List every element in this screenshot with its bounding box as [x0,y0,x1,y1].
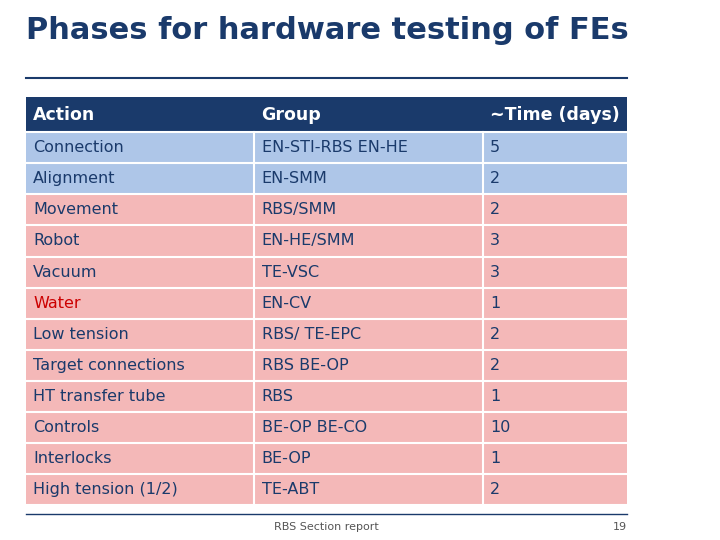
Text: BE-OP: BE-OP [261,451,311,466]
Text: Movement: Movement [33,202,118,218]
Text: Low tension: Low tension [33,327,129,342]
Text: EN-SMM: EN-SMM [261,171,328,186]
Text: Water: Water [33,295,81,310]
FancyBboxPatch shape [482,412,627,443]
FancyBboxPatch shape [254,256,482,287]
FancyBboxPatch shape [482,381,627,412]
Text: Target connections: Target connections [33,357,185,373]
Text: 10: 10 [490,420,510,435]
FancyBboxPatch shape [254,443,482,474]
FancyBboxPatch shape [26,164,254,194]
Text: Connection: Connection [33,140,124,156]
FancyBboxPatch shape [26,412,254,443]
Text: Robot: Robot [33,233,80,248]
Text: Phases for hardware testing of FEs: Phases for hardware testing of FEs [26,16,629,45]
FancyBboxPatch shape [482,226,627,256]
Text: EN-HE/SMM: EN-HE/SMM [261,233,355,248]
Text: 2: 2 [490,482,500,497]
Text: Interlocks: Interlocks [33,451,112,466]
FancyBboxPatch shape [26,256,254,287]
FancyBboxPatch shape [26,132,254,164]
FancyBboxPatch shape [482,474,627,505]
Text: Alignment: Alignment [33,171,116,186]
Text: BE-OP BE-CO: BE-OP BE-CO [261,420,366,435]
Text: High tension (1/2): High tension (1/2) [33,482,178,497]
Text: 3: 3 [490,265,500,280]
Text: EN-CV: EN-CV [261,295,312,310]
Text: Vacuum: Vacuum [33,265,98,280]
FancyBboxPatch shape [482,256,627,287]
FancyBboxPatch shape [254,350,482,381]
FancyBboxPatch shape [254,287,482,319]
Text: 2: 2 [490,171,500,186]
Text: RBS Section report: RBS Section report [274,522,379,531]
FancyBboxPatch shape [26,443,254,474]
FancyBboxPatch shape [26,474,254,505]
Text: EN-STI-RBS EN-HE: EN-STI-RBS EN-HE [261,140,408,156]
FancyBboxPatch shape [482,350,627,381]
Text: 2: 2 [490,357,500,373]
Text: Action: Action [33,106,96,124]
FancyBboxPatch shape [26,381,254,412]
Text: TE-ABT: TE-ABT [261,482,319,497]
FancyBboxPatch shape [26,97,254,132]
FancyBboxPatch shape [254,474,482,505]
FancyBboxPatch shape [254,97,482,132]
FancyBboxPatch shape [482,132,627,164]
FancyBboxPatch shape [26,194,254,226]
FancyBboxPatch shape [482,319,627,350]
FancyBboxPatch shape [254,319,482,350]
FancyBboxPatch shape [26,226,254,256]
Text: TE-VSC: TE-VSC [261,265,319,280]
Text: ~Time (days): ~Time (days) [490,106,620,124]
Text: 1: 1 [490,389,500,404]
Text: RBS/ TE-EPC: RBS/ TE-EPC [261,327,361,342]
FancyBboxPatch shape [26,319,254,350]
Text: HT transfer tube: HT transfer tube [33,389,166,404]
FancyBboxPatch shape [254,132,482,164]
FancyBboxPatch shape [254,412,482,443]
FancyBboxPatch shape [482,164,627,194]
FancyBboxPatch shape [254,194,482,226]
Text: 1: 1 [490,451,500,466]
FancyBboxPatch shape [254,226,482,256]
FancyBboxPatch shape [26,350,254,381]
Text: 1: 1 [490,295,500,310]
Text: RBS: RBS [261,389,294,404]
FancyBboxPatch shape [482,287,627,319]
Text: 2: 2 [490,202,500,218]
Text: 5: 5 [490,140,500,156]
FancyBboxPatch shape [26,287,254,319]
FancyBboxPatch shape [482,443,627,474]
Text: RBS BE-OP: RBS BE-OP [261,357,348,373]
Text: Controls: Controls [33,420,99,435]
FancyBboxPatch shape [254,381,482,412]
FancyBboxPatch shape [482,97,627,132]
FancyBboxPatch shape [482,194,627,226]
Text: 19: 19 [613,522,627,531]
FancyBboxPatch shape [254,164,482,194]
Text: RBS/SMM: RBS/SMM [261,202,337,218]
Text: 3: 3 [490,233,500,248]
Text: 2: 2 [490,327,500,342]
Text: Group: Group [261,106,321,124]
